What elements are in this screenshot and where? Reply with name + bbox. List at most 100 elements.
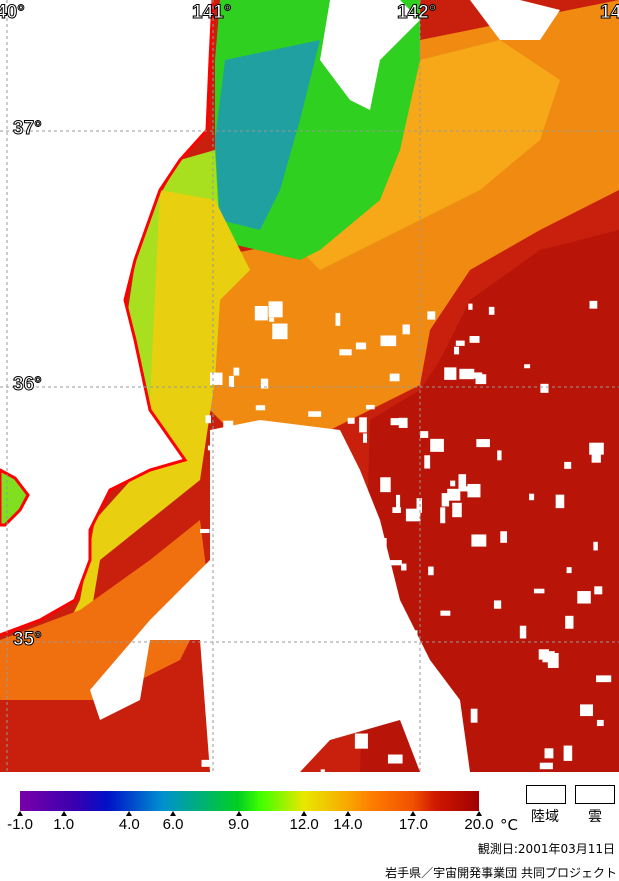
cloud-speckle	[282, 548, 290, 553]
cloud-speckle	[292, 565, 305, 572]
cloud-speckle	[272, 323, 288, 340]
cloud-speckle	[313, 465, 322, 472]
cloud-speckle	[471, 534, 487, 547]
cloud-speckle	[468, 303, 473, 310]
cloud-speckle	[540, 383, 549, 393]
cloud-speckle	[297, 715, 308, 723]
observation-date: 観測日:2001年03月11日	[477, 842, 615, 856]
cloud-speckle	[395, 494, 401, 508]
cloud-speckle	[210, 372, 223, 385]
cloud-speckle	[450, 480, 456, 487]
cloud-speckle	[385, 647, 394, 663]
cloud-speckle	[310, 660, 326, 676]
cloud-speckle	[544, 748, 554, 759]
credit-text: 岩手県／宇宙開発事業団 共同プロジェクト	[385, 866, 617, 880]
colorbar-tick-label: 12.0	[289, 816, 319, 833]
cloud-speckle	[254, 640, 267, 656]
cloud-speckle	[363, 433, 368, 443]
cloud-area-north	[320, 0, 420, 110]
cloud-speckle	[220, 465, 230, 482]
cloud-speckle	[246, 454, 252, 464]
cloud-speckle	[335, 312, 341, 326]
colorbar-tick-mark	[301, 811, 308, 816]
cloud-speckle	[269, 317, 275, 322]
cloud-speckle	[529, 493, 535, 501]
cloud-speckle	[354, 733, 368, 749]
cloud-speckle	[379, 694, 390, 704]
colorbar-tick-label: 6.0	[162, 816, 184, 833]
cloud-speckle	[428, 566, 434, 576]
cloud-speckle	[594, 586, 603, 595]
cloud-speckle	[309, 749, 314, 758]
cloud-speckle	[589, 300, 598, 309]
colorbar-tick-label: -1.0	[7, 816, 33, 833]
longitude-label-140: 40°	[0, 2, 25, 23]
cloud-speckle	[458, 474, 467, 490]
cloud-speckle	[596, 675, 612, 683]
cloud-speckle	[424, 455, 431, 469]
temperature-colorbar	[20, 791, 479, 811]
cloud-speckle	[377, 615, 393, 630]
cloud-speckle	[416, 743, 422, 752]
cloud-speckle	[470, 372, 483, 379]
cloud-speckle	[228, 375, 235, 387]
cloud-speckle	[217, 670, 234, 676]
cloud-speckle	[405, 508, 421, 522]
cloud-speckle	[371, 558, 384, 567]
colorbar-tick-label: 14.0	[333, 816, 363, 833]
sea-surface-temperature-map	[0, 0, 619, 772]
cloud-speckle	[334, 539, 340, 552]
cloud-speckle	[269, 674, 281, 686]
cloud-speckle	[380, 477, 391, 493]
cloud-speckle	[454, 346, 460, 355]
cloud-speckle	[381, 537, 387, 553]
colorbar-tick-label: 17.0	[398, 816, 429, 833]
coastline	[0, 0, 215, 637]
cloud-speckle	[389, 373, 400, 382]
cloud-speckle	[447, 488, 461, 501]
cloud-speckle	[325, 726, 337, 736]
cloud-speckle	[476, 439, 490, 448]
cloud-speckle	[387, 754, 403, 764]
cloud-speckle	[249, 508, 265, 516]
cloud-speckle	[212, 564, 225, 578]
cloud-speckle	[407, 656, 419, 670]
cloud-speckle	[359, 417, 367, 433]
cloud-speckle	[565, 615, 574, 629]
cloud-speckle	[308, 411, 322, 417]
cloud-speckle	[200, 528, 210, 534]
cloud-speckle	[430, 438, 444, 452]
cloud-speckle	[470, 708, 478, 723]
latitude-label-37: 37°	[13, 118, 43, 139]
cloud-speckle	[381, 558, 386, 572]
grid-lines	[0, 0, 619, 772]
cloud-speckle	[402, 324, 410, 335]
colorbar-tick-mark	[17, 811, 23, 816]
cloud-speckle	[219, 493, 232, 506]
cloud-speckle	[254, 305, 268, 321]
colorbar-tick-label: 9.0	[228, 816, 249, 833]
cloud-speckle	[563, 745, 573, 761]
cloud-legend-swatch	[575, 785, 615, 804]
colorbar-tick-mark	[344, 811, 351, 816]
cloud-speckle	[201, 759, 214, 767]
cloud-speckle	[420, 431, 429, 438]
cloud-speckle	[276, 442, 281, 455]
cloud-speckle	[593, 541, 598, 551]
cloud-speckle	[564, 461, 572, 469]
land-legend-swatch	[526, 785, 566, 804]
cloud-speckle	[580, 704, 593, 717]
cloud-speckle	[298, 745, 306, 759]
cloud-speckle	[440, 507, 446, 524]
cloud-speckle	[404, 630, 418, 646]
cloud-speckle	[423, 765, 436, 772]
cloud-speckle	[497, 450, 502, 461]
cloud-speckle	[441, 493, 450, 507]
cloud-speckle	[303, 522, 310, 533]
cloud-speckle	[355, 342, 367, 350]
cloud-speckle	[269, 763, 280, 771]
colorbar-tick-mark	[476, 811, 482, 816]
cloud-speckle	[444, 367, 457, 380]
land-legend-label: 陸域	[531, 809, 559, 825]
cloud-speckle	[390, 418, 404, 426]
